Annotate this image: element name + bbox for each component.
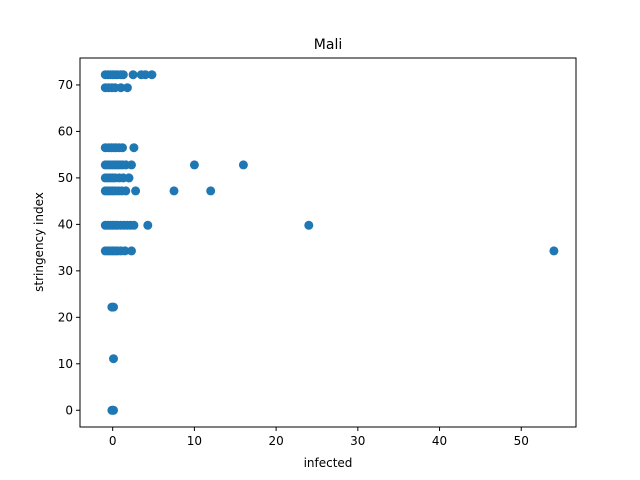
data-point (129, 143, 139, 153)
data-point (238, 160, 248, 170)
data-point (122, 83, 132, 93)
x-axis-label: infected (304, 456, 353, 470)
ticks-layer: 0 10 20 30 40 50 0 10 20 30 40 50 60 70 (58, 78, 529, 448)
data-point (118, 143, 127, 153)
data-point (140, 70, 150, 80)
data-point (109, 354, 118, 364)
data-point (127, 246, 136, 256)
data-point (549, 246, 559, 256)
data-point (124, 173, 134, 183)
x-tick-label: 20 (268, 434, 283, 448)
data-point (109, 302, 118, 312)
plot-frame (79, 57, 577, 428)
data-point (147, 70, 157, 80)
data-point (118, 70, 128, 80)
y-tick-label: 60 (58, 124, 73, 138)
data-point (206, 186, 216, 196)
y-tick-label: 30 (58, 264, 73, 278)
data-point (116, 83, 126, 93)
y-tick-label: 50 (58, 171, 73, 185)
data-point (127, 160, 136, 170)
y-tick-label: 0 (65, 403, 73, 417)
x-tick-label: 30 (350, 434, 365, 448)
x-tick-label: 40 (432, 434, 447, 448)
data-point (131, 186, 141, 196)
data-point (304, 220, 314, 230)
y-tick-label: 10 (58, 357, 73, 371)
y-axis-label: stringency index (32, 192, 46, 292)
x-tick-label: 0 (109, 434, 117, 448)
x-tick-label: 50 (514, 434, 529, 448)
data-point (143, 220, 153, 230)
chart-title: Mali (314, 37, 342, 53)
x-tick-label: 10 (187, 434, 202, 448)
data-point (129, 220, 139, 230)
data-point (189, 160, 199, 170)
data-point (120, 246, 130, 256)
y-tick-label: 70 (58, 78, 73, 92)
data-point (128, 70, 138, 80)
y-tick-label: 40 (58, 217, 73, 231)
points-layer (100, 70, 559, 415)
y-tick-label: 20 (58, 310, 73, 324)
data-point (109, 405, 118, 415)
data-point (169, 186, 179, 196)
data-point (121, 186, 131, 196)
